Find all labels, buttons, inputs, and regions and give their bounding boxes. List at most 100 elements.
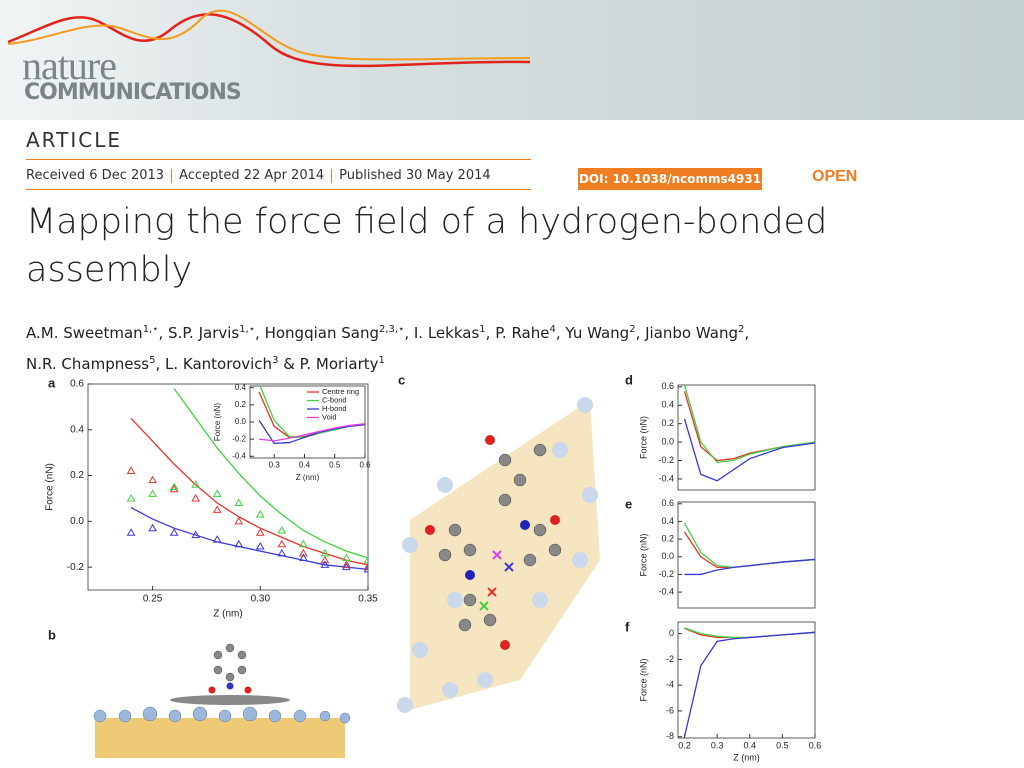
y-tick-label: 0.2 <box>70 470 84 481</box>
y-tick-label: -0.2 <box>67 562 85 573</box>
x-tick-label: 0.4 <box>299 460 311 469</box>
data-point <box>148 475 157 484</box>
data-point <box>255 528 265 536</box>
y-tick-label: 0 <box>669 628 674 638</box>
author-affiliation: 1 <box>479 324 486 335</box>
data-line <box>683 385 815 464</box>
author-name: A.M. Sweetman <box>26 324 143 342</box>
data-point <box>342 560 351 568</box>
plot-frame <box>249 385 366 459</box>
data-point <box>342 553 351 561</box>
data-point <box>169 484 179 493</box>
y-tick-label: 0.2 <box>661 533 674 543</box>
author-affiliation: 5 <box>149 355 156 366</box>
y-tick-label: -2 <box>666 654 674 664</box>
data-line <box>130 417 368 566</box>
logo-waves <box>7 9 531 68</box>
x-tick-label: 0.3 <box>269 460 281 469</box>
y-tick-label: 0.4 <box>70 424 84 435</box>
data-point <box>320 560 330 568</box>
data-point <box>212 505 222 513</box>
author-separator: , <box>158 324 169 342</box>
data-line <box>684 558 815 576</box>
author-separator: , <box>255 324 265 342</box>
data-point <box>299 539 308 548</box>
y-tick-label: -4 <box>666 680 674 690</box>
x-tick-label: 0.2 <box>678 740 691 750</box>
plot-area <box>258 386 365 445</box>
author-separator: , <box>485 324 496 342</box>
journal-subtitle: COMMUNICATIONS <box>24 80 242 105</box>
y-axis-label: Force (nN) <box>45 463 56 511</box>
data-point <box>148 489 157 497</box>
separator <box>331 169 333 183</box>
panel-label: b <box>48 627 56 642</box>
data-line <box>130 507 368 571</box>
x-axis-label: Z (nm) <box>296 473 320 482</box>
plot-frame <box>677 501 816 609</box>
author-separator: & <box>278 355 300 373</box>
data-point <box>148 523 157 532</box>
legend-label: Void <box>322 412 337 421</box>
data-point <box>320 548 330 557</box>
data-point <box>277 539 287 548</box>
author-name: N.R. Champness <box>26 355 150 373</box>
y-axis-label: Force (nN) <box>638 416 648 459</box>
masthead: nature COMMUNICATIONS <box>0 0 1024 120</box>
molecule-illustration <box>93 643 351 758</box>
author-affiliation: 2 <box>629 324 636 335</box>
x-axis-label: Z (nm) <box>213 609 242 620</box>
y-tick-label: -0.4 <box>658 473 674 483</box>
author-name: P. Moriarty <box>299 355 379 373</box>
author-separator: , <box>744 324 750 342</box>
dates: Received 6 Dec 2013 Accepted 22 Apr 2014… <box>26 168 491 183</box>
y-tick-label: 0.6 <box>661 381 674 391</box>
data-point <box>255 542 265 550</box>
data-point <box>212 489 222 497</box>
data-point <box>277 548 287 557</box>
author-line: A.M. Sweetman1,⋆, S.P. Jarvis1,⋆, Hongqi… <box>26 316 749 347</box>
author-name: S.P. Jarvis <box>168 324 240 342</box>
data-line <box>259 423 365 442</box>
surface-illustration <box>397 397 600 713</box>
author-name: Yu Wang <box>565 324 630 342</box>
y-tick-label: -0.2 <box>658 455 674 465</box>
y-tick-label: 0.0 <box>661 551 674 561</box>
x-tick-label: 0.30 <box>251 594 271 605</box>
authors: A.M. Sweetman1,⋆, S.P. Jarvis1,⋆, Hongqi… <box>26 316 749 378</box>
x-axis-label: Z (nm) <box>733 752 760 762</box>
panel-label: d <box>625 372 633 387</box>
author-separator: , <box>635 324 646 342</box>
data-point <box>299 553 308 561</box>
data-point <box>191 493 201 502</box>
author-name: Jianbo Wang <box>645 324 738 342</box>
author-name: P. Rahe <box>495 324 550 342</box>
data-point <box>363 562 368 571</box>
data-point <box>191 480 201 488</box>
data-point <box>169 528 179 536</box>
y-tick-label: -0.2 <box>232 434 246 443</box>
date: Accepted 22 Apr 2014 <box>179 168 325 183</box>
panel-label: f <box>625 619 630 634</box>
date: Received 6 Dec 2013 <box>26 168 165 183</box>
plot-frame <box>677 384 816 491</box>
x-tick-label: 0.3 <box>711 740 724 750</box>
y-tick-label: 0.0 <box>70 516 84 527</box>
y-axis-label: Force (nN) <box>638 658 648 701</box>
rule <box>26 189 531 190</box>
doi[interactable]: DOI: 10.1038/ncomms4931 <box>578 168 762 190</box>
data-point <box>255 509 265 518</box>
legend-label: C-bond <box>322 395 347 404</box>
author-separator: , <box>555 324 566 342</box>
x-tick-label: 0.5 <box>776 740 789 750</box>
x-tick-label: 0.25 <box>143 594 163 605</box>
plot-area <box>683 385 815 482</box>
panel-label: e <box>625 496 632 511</box>
author-affiliation: 1,⋆ <box>239 324 256 335</box>
article-title: Mapping the force field of a hydrogen-bo… <box>26 198 827 294</box>
author-name: L. Kantorovich <box>165 355 273 373</box>
author-name: Hongqian Sang <box>264 324 379 342</box>
plot-area <box>126 388 368 573</box>
